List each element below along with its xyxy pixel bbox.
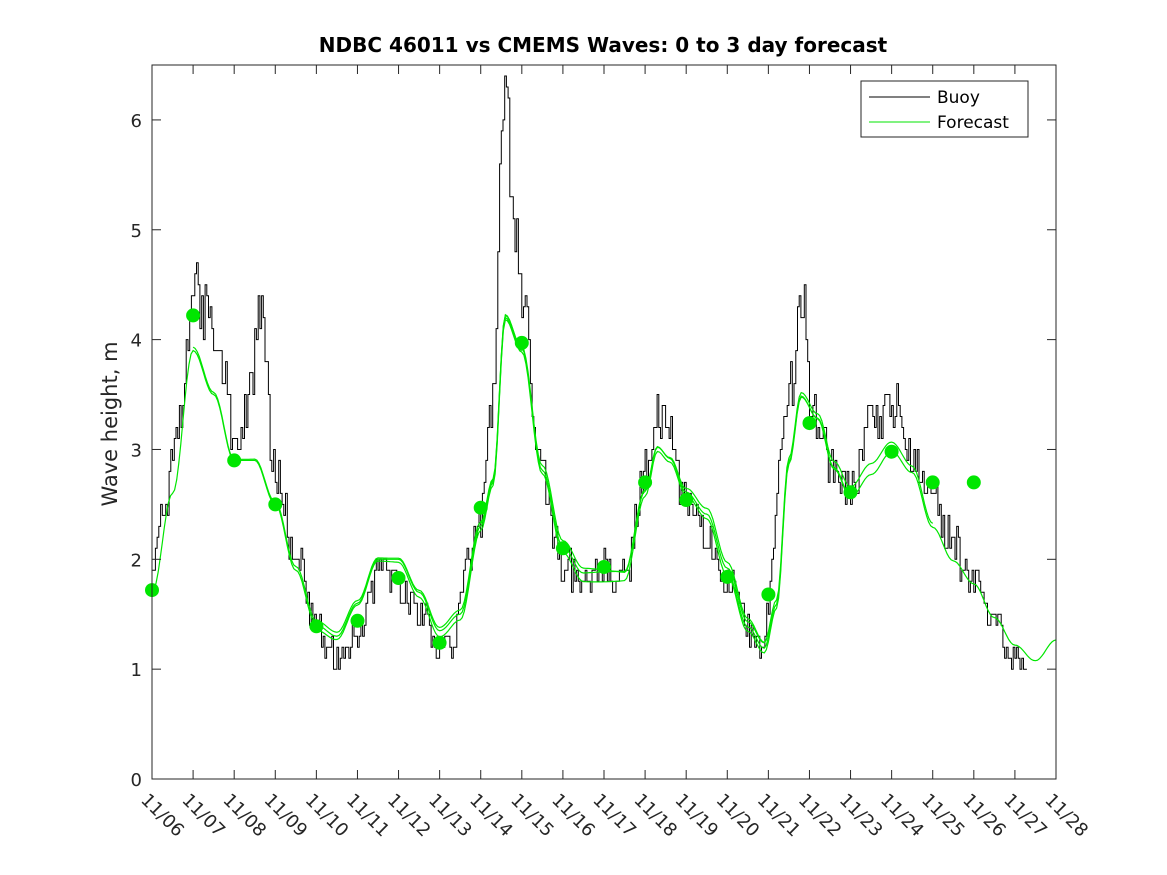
forecast-marker [925,475,940,490]
x-tick-label: 11/28 [1040,790,1092,842]
forecast-marker [884,444,899,459]
x-tick-label: 11/17 [588,790,640,842]
buoy-series-line [152,75,1027,670]
legend-buoy-label: Buoy [937,88,980,108]
forecast-marker [350,613,365,628]
y-tick-label: 1 [131,660,142,681]
series-layer [145,75,1057,670]
x-tick-label: 11/12 [383,790,435,842]
x-tick-label: 11/19 [671,790,723,842]
forecast-series-line-4 [480,314,934,644]
forecast-marker [391,571,406,585]
forecast-marker [843,485,858,500]
forecast-marker [227,453,242,468]
forecast-series-line-3 [316,318,851,654]
forecast-marker [268,497,283,512]
x-tick-label: 11/23 [835,790,887,842]
x-tick-label: 11/11 [342,790,394,842]
forecast-marker [638,475,653,490]
x-tick-label: 11/24 [876,790,928,842]
y-tick-label: 5 [131,221,142,242]
legend: Buoy Forecast [860,80,1029,138]
forecast-marker [802,416,817,431]
x-tick-label: 11/18 [630,790,682,842]
x-tick-label: 11/27 [999,790,1051,842]
forecast-marker [432,635,447,650]
legend-box [860,80,1029,138]
forecast-marker [966,475,981,490]
x-tick-label: 11/09 [260,790,312,842]
forecast-marker [473,500,488,515]
x-tick-label: 11/14 [465,790,517,842]
y-tick-label: 3 [131,440,142,461]
forecast-marker [514,335,529,350]
x-tick-label: 11/26 [958,790,1010,842]
forecast-marker [555,541,570,556]
forecast-series-line-2 [192,313,769,644]
y-tick-label: 6 [131,111,142,132]
forecast-marker [186,308,201,323]
forecast-marker [309,619,324,634]
y-tick-label: 0 [131,770,142,791]
x-tick-label: 11/20 [712,790,764,842]
y-axis-label: Wave height, m [98,341,122,506]
y-tick-label: 4 [131,331,142,352]
x-tick-label: 11/13 [424,790,476,842]
forecast-marker [679,493,694,507]
x-tick-label: 11/08 [219,790,271,842]
x-tick-label: 11/16 [547,790,599,842]
legend-forecast-label: Forecast [937,113,1009,133]
y-tick-label: 2 [131,550,142,571]
x-tick-label: 11/25 [917,790,969,842]
forecast-marker [720,569,735,584]
x-tick-label: 11/15 [506,790,558,842]
x-tick-label: 11/22 [794,790,846,842]
chart-title: NDBC 46011 vs CMEMS Waves: 0 to 3 day fo… [319,33,888,57]
forecast-series-line-1 [151,316,523,637]
forecast-marker [597,560,611,574]
x-tick-label: 11/10 [301,790,353,842]
plot-area [152,65,1056,779]
x-tick-label: 11/07 [178,790,230,842]
x-tick-label: 11/21 [753,790,805,842]
x-tick-label: 11/06 [136,790,188,842]
forecast-marker [761,587,776,602]
